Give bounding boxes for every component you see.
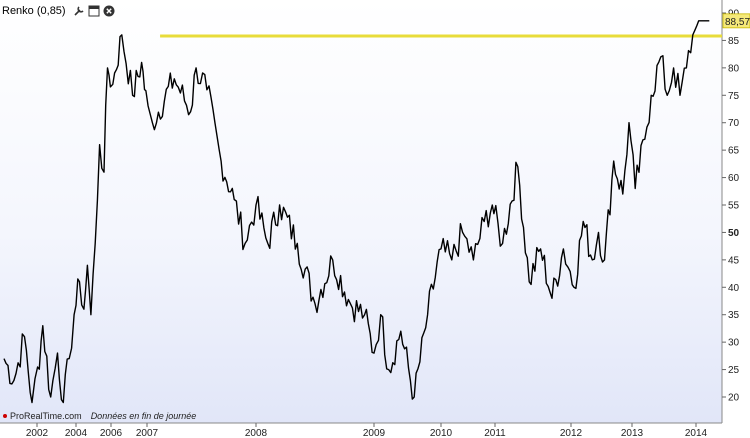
y-tick-label: 60 (728, 173, 740, 184)
window-icon[interactable] (88, 5, 100, 17)
y-tick-label: 25 (728, 365, 740, 376)
y-tick-label: 20 (728, 393, 740, 404)
plot-area (0, 0, 722, 423)
wrench-icon[interactable] (73, 5, 85, 17)
x-tick-label: 2007 (136, 428, 159, 438)
y-tick-label: 70 (728, 118, 740, 129)
price-series-line (3, 20, 710, 404)
indicator-header: Renko (0,85) (2, 2, 117, 19)
close-icon[interactable] (103, 5, 115, 17)
source-logo-icon (3, 414, 7, 418)
x-tick-label: 2012 (560, 428, 583, 438)
x-tick-label: 2009 (363, 428, 386, 438)
y-tick-label: 30 (728, 338, 740, 349)
x-tick-label: 2013 (621, 428, 644, 438)
x-tick-label: 2010 (430, 428, 453, 438)
y-tick-label: 85 (728, 36, 740, 47)
y-tick-label: 35 (728, 310, 740, 321)
last-value-label: 88,57 (725, 17, 750, 28)
indicator-title: Renko (0,85) (2, 4, 66, 17)
x-tick-label: 2014 (685, 428, 708, 438)
x-tick-label: 2008 (245, 428, 268, 438)
source-label: ProRealTime.com (10, 411, 82, 421)
y-tick-label: 65 (728, 146, 740, 157)
data-note: Données en fin de journée (90, 411, 197, 421)
y-tick-label: 55 (728, 201, 740, 212)
x-tick-label: 2011 (484, 428, 506, 438)
y-tick-label: 80 (728, 63, 740, 74)
last-value-box (722, 13, 750, 29)
y-tick-label: 50 (728, 228, 740, 239)
x-tick-label: 2006 (100, 428, 123, 438)
x-tick-label: 2004 (65, 428, 88, 438)
y-tick-label: 40 (728, 283, 740, 294)
x-tick-label: 2002 (26, 428, 49, 438)
footer: ProRealTime.com Données en fin de journé… (3, 411, 196, 421)
y-tick-label: 45 (728, 255, 740, 266)
y-tick-label: 75 (728, 91, 740, 102)
